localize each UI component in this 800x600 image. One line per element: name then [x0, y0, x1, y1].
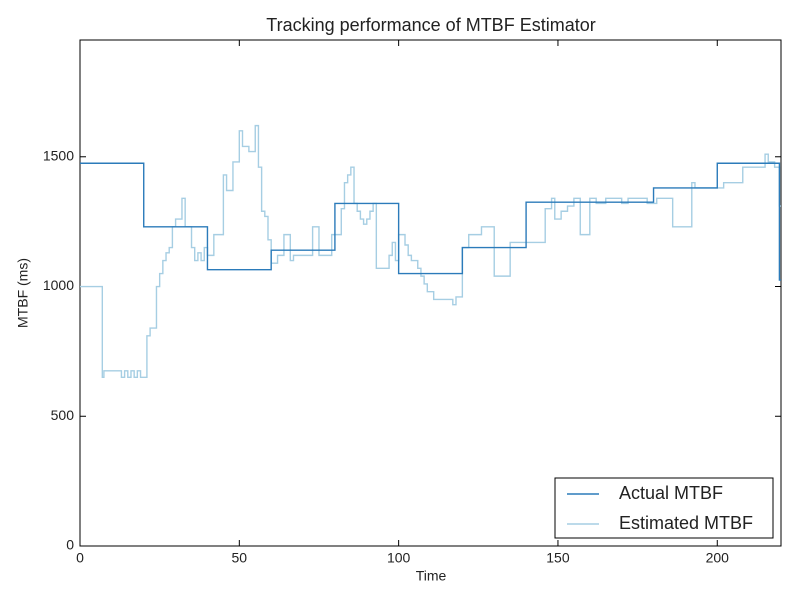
legend-box	[554, 477, 774, 539]
series-line	[80, 162, 781, 281]
legend-label: Actual MTBF	[619, 483, 723, 503]
x-tick-label: 50	[232, 550, 248, 566]
x-tick-label: 100	[387, 550, 411, 566]
y-axis-label: MTBF (ms)	[15, 258, 31, 328]
y-tick-label: 1500	[43, 147, 74, 163]
y-tick-label: 0	[66, 537, 74, 553]
x-tick-label: 150	[546, 550, 570, 566]
x-tick-label: 0	[76, 550, 84, 566]
x-axis-label: Time	[416, 568, 447, 584]
y-tick-label: 1000	[43, 277, 74, 293]
y-tick-label: 500	[51, 407, 75, 423]
series-line	[80, 124, 781, 379]
plot-frame	[79, 39, 782, 547]
x-tick-label: 200	[706, 550, 730, 566]
chart-title: Tracking performance of MTBF Estimator	[266, 15, 595, 35]
legend-label: Estimated MTBF	[619, 513, 753, 533]
